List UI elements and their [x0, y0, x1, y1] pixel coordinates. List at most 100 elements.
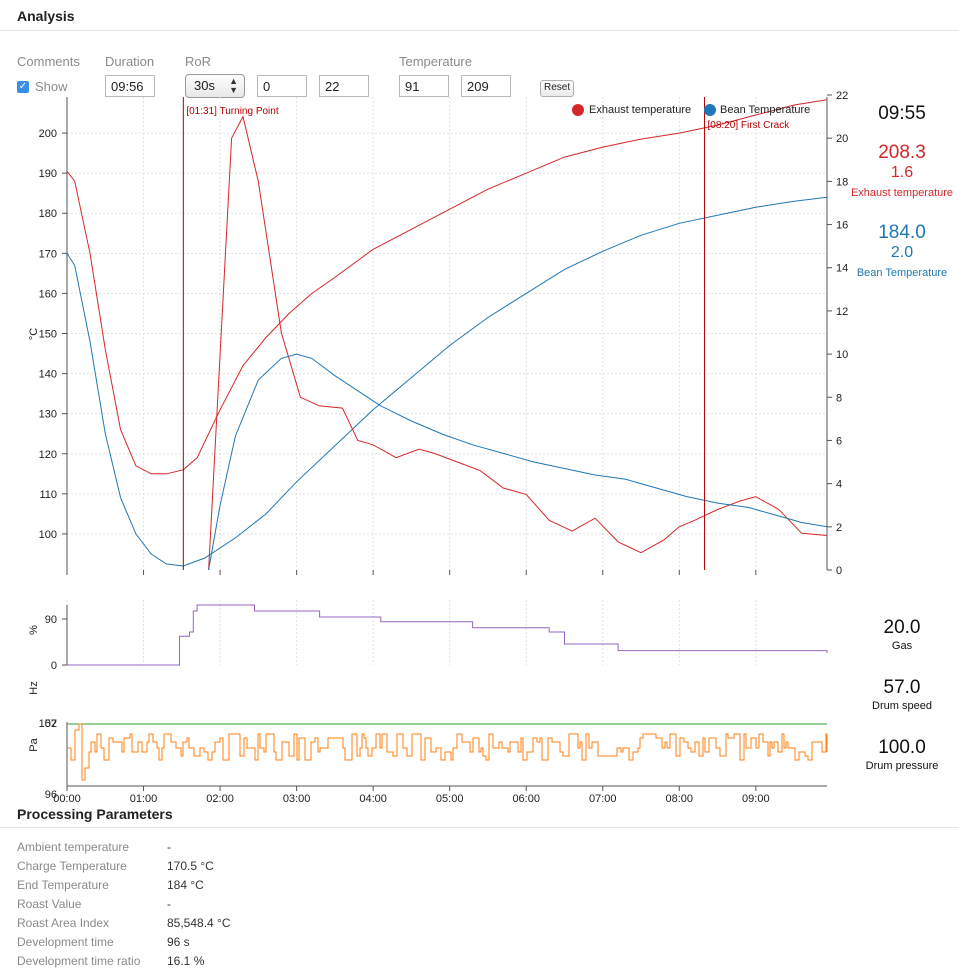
- y2-tick-label: 8: [836, 392, 842, 404]
- parameter-value: 85,548.4 °C: [167, 916, 231, 930]
- comments-label: Comments: [17, 54, 80, 69]
- parameter-label: Ambient temperature: [17, 840, 130, 854]
- parameter-row: Development time ratio 16.1 %: [17, 954, 417, 972]
- x-tick-label: 08:00: [666, 793, 694, 805]
- drum-pressure-y-tick-label: 96: [45, 789, 57, 801]
- x-tick-label: 07:00: [589, 793, 617, 805]
- ror-min-input[interactable]: [257, 75, 307, 97]
- chart-legend: Exhaust temperature Bean Temperature: [572, 104, 810, 116]
- legend-label-exhaust: Exhaust temperature: [589, 104, 691, 116]
- chart-series: [66, 99, 828, 781]
- y2-tick-label: 0: [836, 565, 842, 577]
- y2-tick-label: 6: [836, 435, 842, 447]
- y-tick-label: 160: [39, 288, 57, 300]
- x-tick-label: 00:00: [53, 793, 81, 805]
- header-divider: [0, 30, 959, 31]
- ror-window-select[interactable]: 30s ▲ ▼: [185, 74, 245, 98]
- parameter-label: Roast Value: [17, 897, 82, 911]
- temperature-series-line: [66, 99, 828, 475]
- x-tick-label: 03:00: [283, 793, 311, 805]
- parameter-row: Roast Area Index 85,548.4 °C: [17, 916, 417, 934]
- page-title: Analysis: [17, 8, 75, 24]
- ror-window-value: 30s: [194, 78, 215, 93]
- y2-tick-label: 18: [836, 176, 848, 188]
- reset-button[interactable]: Reset: [540, 80, 575, 97]
- temperature-series-line: [66, 196, 828, 567]
- parameter-row: Charge Temperature 170.5 °C: [17, 859, 417, 877]
- y2-tick-label: 20: [836, 133, 848, 145]
- temp-min-input[interactable]: [399, 75, 449, 97]
- exhaust-temp-readout: 208.3: [878, 142, 926, 163]
- drum-pressure-y-tick-label: 102: [39, 718, 57, 730]
- bean-temp-readout: 184.0: [878, 222, 926, 243]
- parameter-label: Development time ratio: [17, 954, 141, 968]
- x-tick-label: 01:00: [130, 793, 158, 805]
- drum-pressure-series-line: [67, 723, 828, 781]
- y-tick-label: 110: [39, 489, 57, 501]
- chart-axes: 100110120130140150160170180190200°C02468…: [28, 90, 848, 805]
- drum-pressure-y-axis-label: Pa: [28, 737, 40, 751]
- event-label: [01:31] Turning Point: [186, 106, 279, 117]
- x-tick-label: 04:00: [359, 793, 387, 805]
- y2-tick-label: 12: [836, 306, 848, 318]
- legend-swatch-exhaust: [572, 104, 584, 116]
- parameter-row: Ambient temperature -: [17, 840, 417, 858]
- x-tick-label: 05:00: [436, 793, 464, 805]
- chart-grid: [66, 97, 827, 665]
- ror-max-input[interactable]: [319, 75, 369, 97]
- parameter-value: -: [167, 840, 171, 854]
- y-tick-label: 120: [39, 449, 57, 461]
- y2-tick-label: 14: [836, 263, 848, 275]
- x-tick-label: 09:00: [742, 793, 770, 805]
- parameter-label: Development time: [17, 935, 114, 949]
- x-tick-label: 06:00: [512, 793, 540, 805]
- gas-readout-label: Gas: [891, 640, 913, 652]
- parameter-value: -: [167, 897, 171, 911]
- bean-readout-label: Bean Temperature: [856, 267, 948, 279]
- event-label: [08:20] First Crack: [708, 120, 791, 131]
- parameter-value: 170.5 °C: [167, 859, 214, 873]
- drum-pressure-readout: 100.0: [878, 737, 926, 758]
- y2-tick-label: 22: [836, 90, 848, 102]
- y2-tick-label: 16: [836, 220, 848, 232]
- drum-speed-readout-label: Drum speed: [872, 700, 932, 712]
- chart-events: [01:31] Turning Point [08:20] First Crack: [182, 97, 791, 570]
- temp-max-input[interactable]: [461, 75, 511, 97]
- duration-input[interactable]: [105, 75, 155, 97]
- show-label: Show: [35, 79, 68, 94]
- gas-y-axis-label: %: [28, 625, 40, 635]
- ror-series-line: [208, 353, 828, 571]
- y-tick-label: 170: [39, 248, 57, 260]
- y-tick-label: 190: [39, 168, 57, 180]
- y-tick-label: 180: [39, 208, 57, 220]
- ror-label: RoR: [185, 54, 212, 69]
- roast-chart[interactable]: 100110120130140150160170180190200°C02468…: [0, 0, 959, 810]
- parameter-value: 96 s: [167, 935, 190, 949]
- y-tick-label: 130: [39, 409, 57, 421]
- parameter-row: Development time 96 s: [17, 935, 417, 953]
- gas-y-tick-label: 0: [51, 660, 57, 672]
- y-tick-label: 140: [39, 369, 57, 381]
- parameter-row: Roast Value -: [17, 897, 417, 915]
- legend-label-bean: Bean Temperature: [720, 104, 810, 116]
- y-axis-label: °C: [28, 328, 40, 340]
- parameter-label: End Temperature: [17, 878, 109, 892]
- gas-series-line: [67, 604, 828, 666]
- y2-tick-label: 10: [836, 349, 848, 361]
- gas-readout: 20.0: [883, 617, 921, 638]
- gas-y-tick-label: 90: [45, 614, 57, 626]
- parameters-divider: [0, 827, 959, 828]
- drum-speed-y-axis-label: Hz: [28, 681, 40, 694]
- exhaust-readout-label: Exhaust temperature: [850, 187, 954, 199]
- show-comments-checkbox[interactable]: ✓: [17, 81, 29, 93]
- temperature-label: Temperature: [399, 54, 472, 69]
- parameter-value: 184 °C: [167, 878, 204, 892]
- parameter-row: End Temperature 184 °C: [17, 878, 417, 896]
- y-tick-label: 200: [39, 128, 57, 140]
- y-tick-label: 100: [39, 529, 57, 541]
- select-arrows-icon: ▲ ▼: [229, 76, 238, 95]
- drum-speed-y-tick-label: 57: [45, 718, 57, 730]
- parameters-title: Processing Parameters: [17, 806, 173, 822]
- drum-speed-readout: 57.0: [883, 677, 921, 698]
- parameter-value: 16.1 %: [167, 954, 205, 968]
